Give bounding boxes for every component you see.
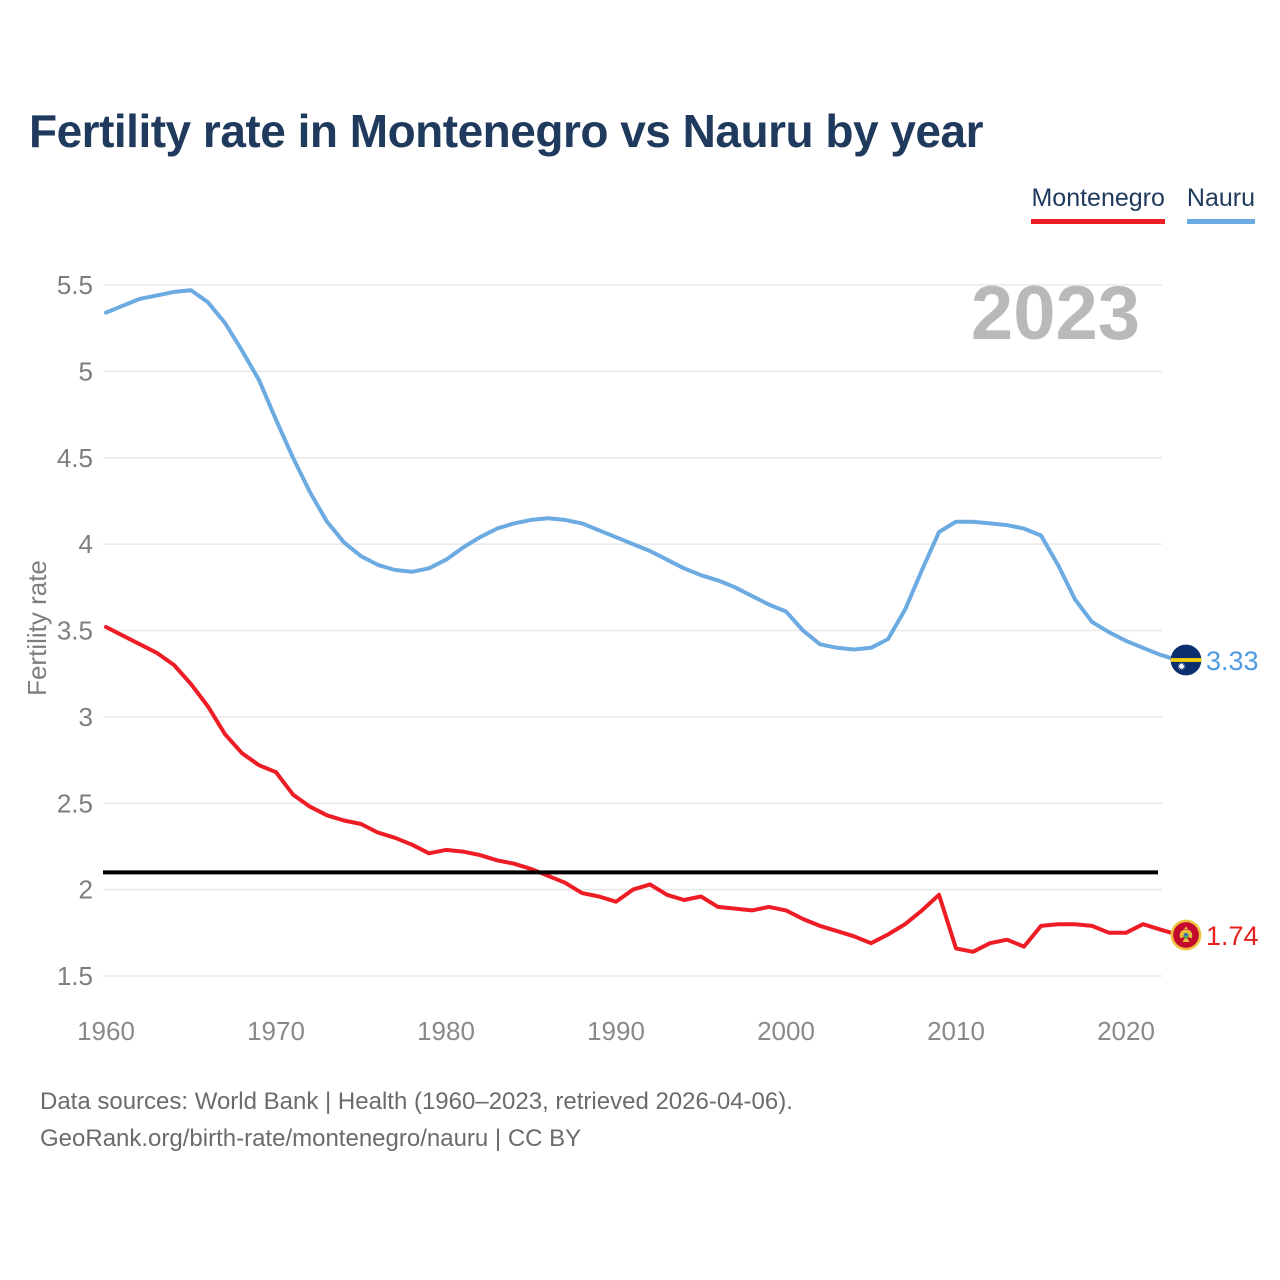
y-axis-label: Fertility rate — [22, 560, 52, 696]
montenegro-end-value: 1.74 — [1206, 921, 1259, 951]
x-tick-label: 2010 — [927, 1016, 985, 1046]
y-tick-label: 5 — [79, 356, 93, 386]
legend: Montenegro Nauru — [1031, 184, 1255, 224]
y-tick-label: 1.5 — [57, 961, 93, 991]
series-line-montenegro — [104, 625, 1179, 954]
x-tick-label: 1960 — [77, 1016, 135, 1046]
y-tick-label: 3 — [79, 702, 93, 732]
y-tick-label: 4 — [79, 529, 93, 559]
x-tick-label: 1990 — [587, 1016, 645, 1046]
legend-label-montenegro: Montenegro — [1031, 184, 1165, 212]
legend-label-nauru: Nauru — [1186, 184, 1255, 212]
legend-color-bar-montenegro — [1031, 218, 1165, 224]
page-title: Fertility rate in Montenegro vs Nauru by… — [29, 105, 983, 157]
x-tick-label: 1980 — [417, 1016, 475, 1046]
y-tick-label: 2.5 — [57, 788, 93, 818]
y-tick-label: 5.5 — [57, 270, 93, 300]
legend-color-bar-nauru — [1186, 218, 1255, 224]
x-tick-label: 2000 — [757, 1016, 815, 1046]
y-tick-label: 2 — [79, 875, 93, 905]
footer: Data sources: World Bank | Health (1960–… — [40, 1083, 793, 1157]
x-tick-label: 1970 — [247, 1016, 305, 1046]
footer-attribution-line: GeoRank.org/birth-rate/montenegro/nauru … — [40, 1125, 582, 1153]
footer-sources-line: Data sources: World Bank | Health (1960–… — [40, 1088, 793, 1115]
x-tick-label: 2020 — [1097, 1016, 1155, 1046]
legend-item-montenegro[interactable]: Montenegro — [1031, 184, 1165, 224]
series-line-nauru — [104, 288, 1179, 662]
y-tick-label: 3.5 — [57, 616, 93, 646]
nauru-end-value: 3.33 — [1206, 646, 1259, 676]
nauru-flag-icon — [1170, 644, 1202, 676]
legend-item-nauru[interactable]: Nauru — [1186, 184, 1255, 224]
y-tick-label: 4.5 — [57, 443, 93, 473]
year-watermark: 2023 — [970, 271, 1140, 356]
montenegro-flag-icon — [1170, 919, 1202, 951]
